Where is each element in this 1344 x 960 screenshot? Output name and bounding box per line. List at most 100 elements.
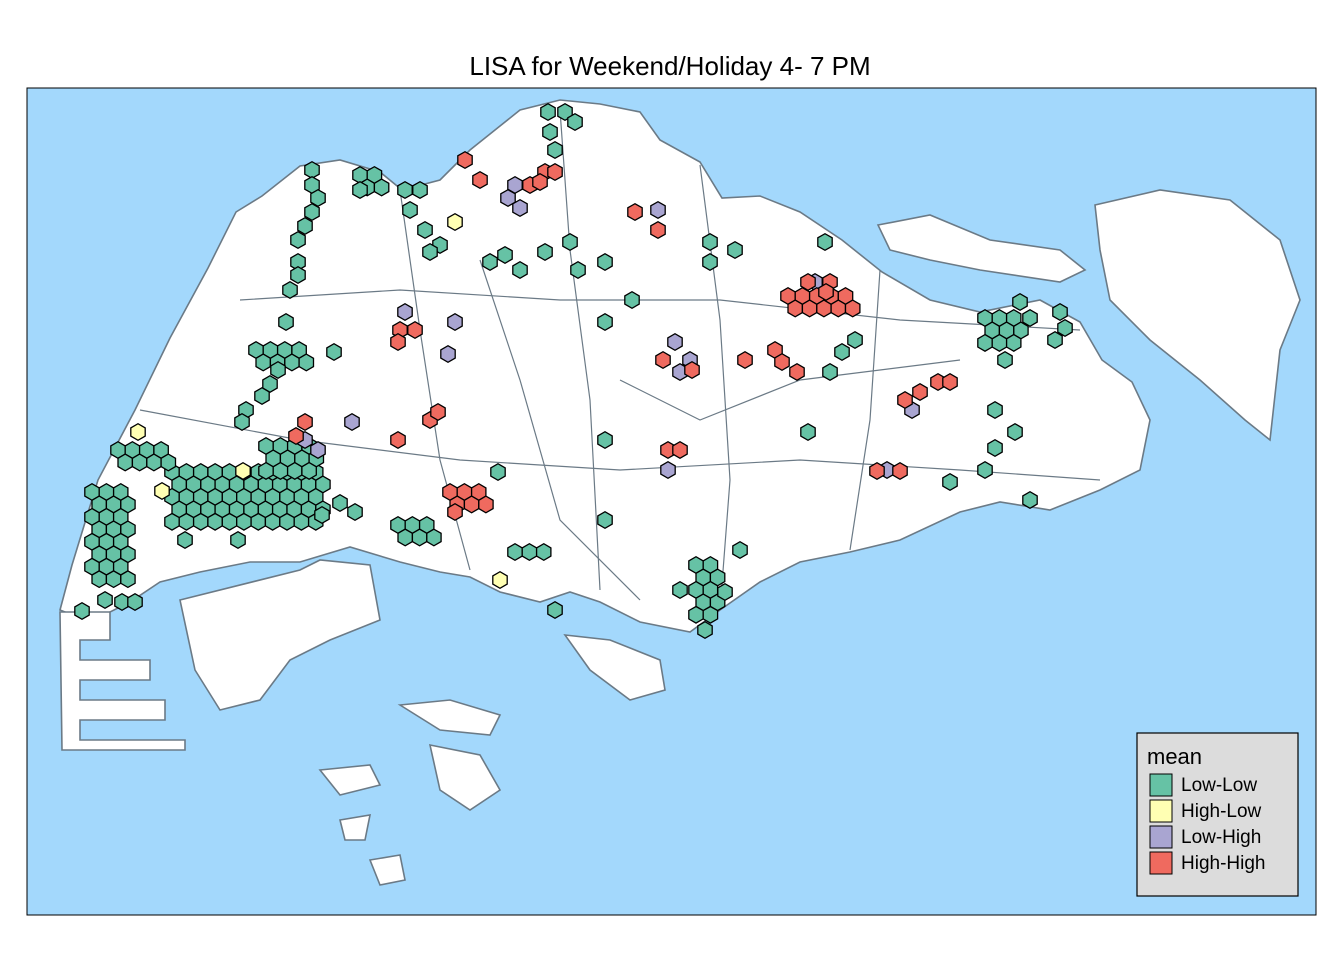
hex-cell: [977, 460, 993, 480]
hex-cell: [426, 528, 442, 547]
hex-cell: [114, 592, 130, 612]
hex-cell: [326, 342, 342, 362]
hex-cell: [684, 360, 700, 380]
hex-cell: [667, 332, 683, 352]
hex-cell: [463, 495, 480, 514]
hex-cell: [1022, 490, 1038, 510]
hex-cell: [332, 493, 348, 513]
hex-cell: [892, 461, 908, 481]
hex-cell: [688, 605, 704, 624]
hex-cell: [537, 242, 553, 262]
hex-cell: [407, 320, 423, 340]
hex-cell: [991, 333, 1008, 352]
hex-cell: [192, 512, 209, 531]
hex-cell: [284, 353, 300, 372]
hex-cell: [997, 350, 1013, 370]
hex-cell: [732, 540, 748, 560]
hex-cell: [492, 570, 508, 590]
hex-cell: [297, 412, 313, 432]
jurong-island: [179, 559, 381, 711]
hex-cell: [105, 570, 122, 589]
hex-cell: [727, 240, 743, 260]
hex-cell: [597, 510, 613, 530]
hex-cell: [301, 461, 317, 480]
hex-cell: [912, 382, 928, 402]
hex-cell: [801, 299, 818, 318]
hex-cell: [397, 302, 413, 322]
hex-cell: [447, 312, 463, 332]
hex-cell: [286, 461, 303, 480]
legend-label: High-High: [1181, 853, 1265, 874]
hex-cell: [482, 252, 498, 272]
hex-cell: [457, 150, 473, 170]
hex-cell: [547, 162, 563, 182]
legend: mean Low-Low High-Low Low-High High-High: [1136, 732, 1299, 897]
hex-cell: [234, 412, 250, 432]
hex-cell: [347, 502, 363, 522]
hex-cell: [817, 232, 833, 252]
hex-cell: [567, 112, 583, 132]
hex-cell: [897, 390, 913, 410]
hex-cell: [373, 178, 390, 197]
road: [849, 269, 881, 551]
hex-cell: [430, 402, 446, 422]
legend-label: Low-Low: [1181, 775, 1257, 796]
hex-cell: [177, 530, 193, 550]
hex-cell: [131, 453, 148, 472]
hex-cell: [310, 440, 326, 460]
legend-swatch: [1149, 799, 1173, 823]
hex-cell: [702, 232, 718, 252]
hex-cell: [402, 200, 418, 220]
hex-cell: [272, 461, 289, 480]
hex-cell: [278, 312, 294, 332]
hex-cell: [304, 160, 320, 180]
hex-cell: [422, 242, 438, 262]
hex-cell: [1052, 302, 1068, 322]
hex-cell: [417, 220, 433, 240]
hex-cell: [717, 582, 733, 602]
hex-cell: [472, 170, 488, 190]
hex-cell: [1022, 308, 1038, 328]
hex-cell: [497, 245, 513, 265]
hex-cell: [672, 440, 688, 460]
hex-cell: [1057, 318, 1073, 338]
hex-cell: [521, 542, 538, 562]
hex-cell: [304, 175, 320, 195]
hex-cell: [547, 600, 563, 620]
hex-cell: [655, 350, 671, 370]
hex-cell: [774, 352, 790, 372]
hex-cell: [627, 202, 643, 222]
hex-cell: [624, 290, 640, 310]
island-d: [339, 814, 372, 841]
hex-cell: [660, 460, 676, 480]
hex-cell: [532, 172, 548, 192]
hex-cell: [221, 512, 238, 531]
hex-cell: [1007, 422, 1023, 442]
hex-cell: [512, 260, 528, 280]
hex-cell: [254, 386, 270, 406]
legend-swatch: [1149, 825, 1173, 849]
hex-cell: [597, 312, 613, 332]
island-a: [397, 699, 502, 736]
hex-cell: [290, 230, 306, 250]
hex-cell: [540, 102, 556, 122]
hex-cell: [74, 601, 90, 621]
hex-cell: [290, 252, 306, 272]
hex-cell: [702, 252, 718, 272]
hex-cell: [258, 461, 274, 480]
hex-cell: [230, 530, 246, 550]
hex-cell: [562, 232, 578, 252]
hex-cell: [255, 353, 272, 372]
hex-cell: [650, 220, 666, 240]
hex-cell: [512, 198, 528, 218]
hex-cell: [942, 372, 958, 392]
hex-cell: [490, 462, 506, 482]
hex-cell: [1005, 333, 1022, 352]
hex-cell: [160, 453, 177, 472]
legend-swatch: [1149, 851, 1173, 875]
hex-cell: [412, 180, 428, 200]
legend-title: mean: [1147, 744, 1202, 769]
hex-cell: [800, 272, 816, 292]
hex-cell: [310, 188, 326, 208]
